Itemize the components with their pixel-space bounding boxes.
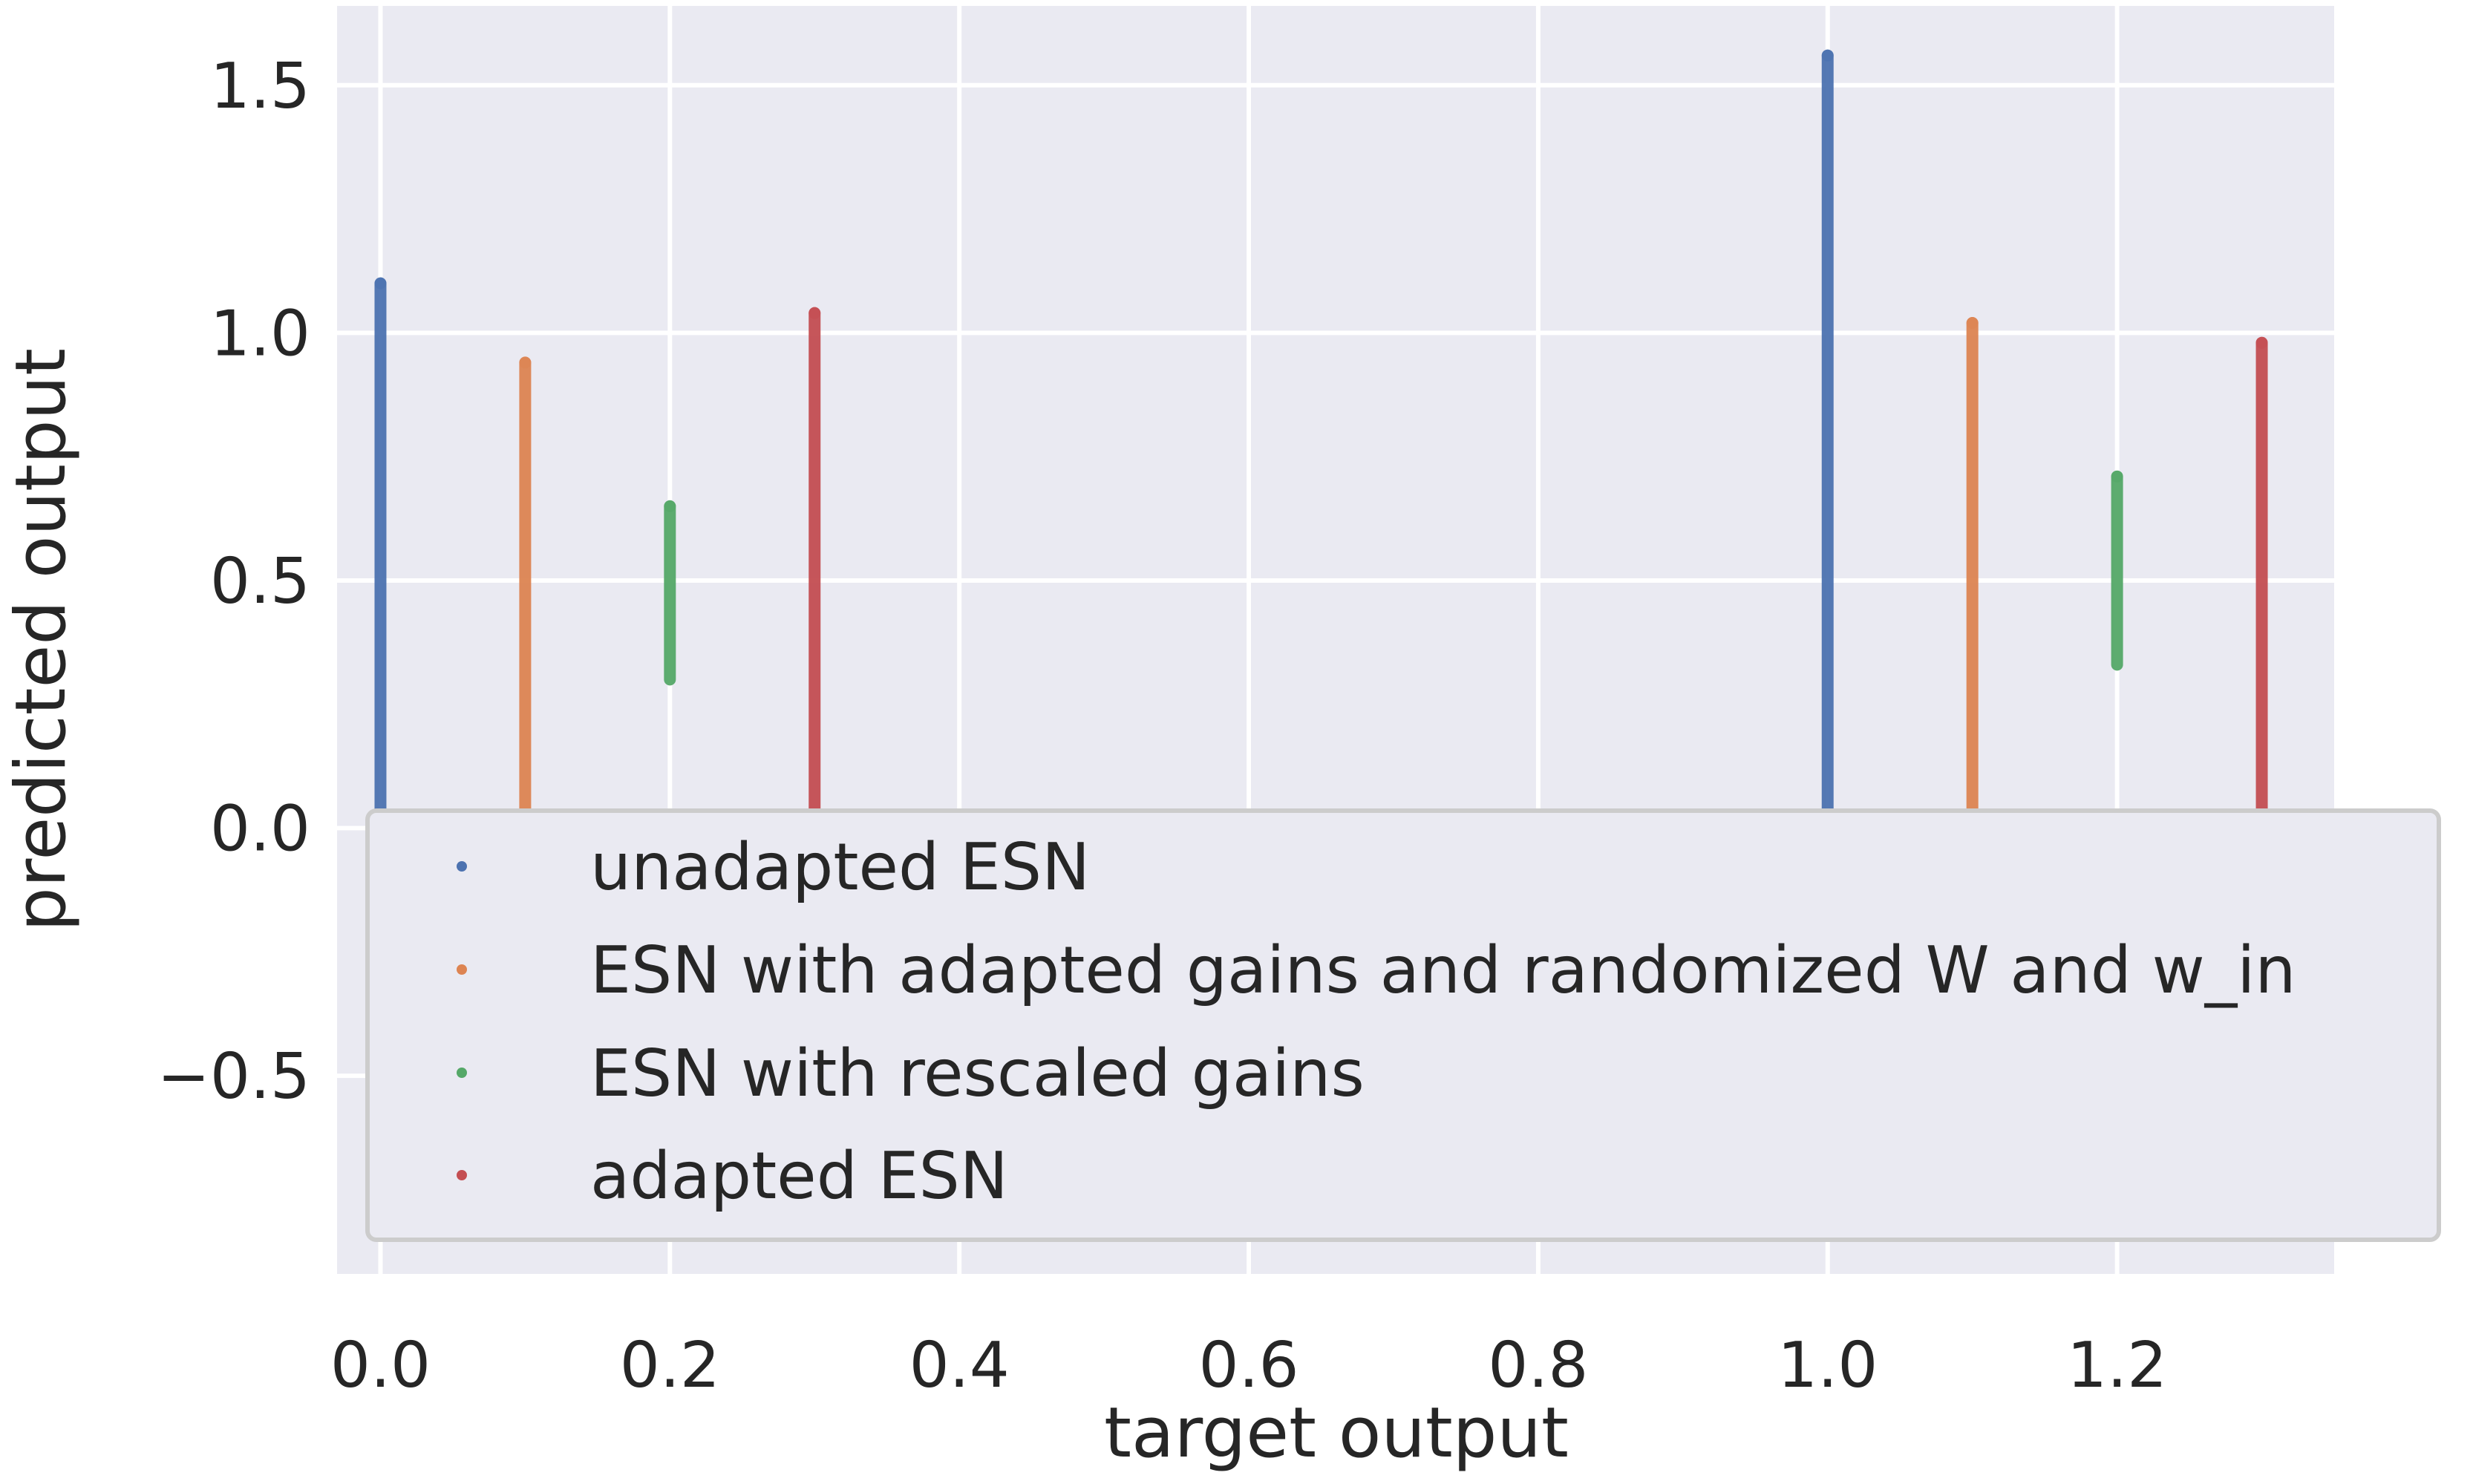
series-2-point-max [664,500,676,512]
x-tick-label: 1.2 [2067,1329,2167,1402]
tick-labels: 0.0 0.2 0.4 0.6 0.8 1.0 1.2 −0.5 0.0 0.5 1.0 1.5 [157,50,2168,1402]
x-tick-label: 0.2 [620,1329,720,1402]
legend-label-unadapted: unadapted ESN [590,829,1090,905]
x-axis-label: target output [1104,1393,1569,1474]
legend-marker-rescaled [457,1068,467,1078]
x-tick-label: 0.8 [1488,1329,1588,1402]
series-3-point-max [808,307,821,319]
x-tick-label: 0.6 [1198,1329,1298,1402]
legend-box [365,808,2441,1242]
legend: unadapted ESN ESN with adapted gains and… [365,808,2441,1242]
series-1-point-max [519,356,532,369]
legend-label-rescaled: ESN with rescaled gains [590,1036,1365,1111]
series-2-point-max [2111,470,2123,483]
legend-marker-randomized [457,964,467,975]
legend-label-randomized: ESN with adapted gains and randomized W … [590,932,2296,1008]
y-tick-label: 1.0 [210,297,310,370]
x-tick-label: 0.4 [909,1329,1010,1402]
data-points [374,49,2268,859]
series-0-point-max [1821,49,1834,62]
y-axis-label: predicted output [1,348,82,932]
legend-marker-adapted [457,1170,467,1180]
y-tick-label: −0.5 [157,1040,310,1114]
x-tick-label: 1.0 [1777,1329,1878,1402]
x-tick-label: 0.0 [330,1329,431,1402]
series-0-point-max [374,277,387,290]
legend-label-adapted: adapted ESN [590,1138,1008,1214]
y-tick-label: 0.0 [210,793,310,866]
y-tick-label: 1.5 [210,50,310,123]
y-tick-label: 0.5 [210,545,310,618]
series-1-point-max [1966,317,1979,329]
legend-marker-unadapted [457,861,467,872]
series-3-point-max [2255,336,2268,349]
